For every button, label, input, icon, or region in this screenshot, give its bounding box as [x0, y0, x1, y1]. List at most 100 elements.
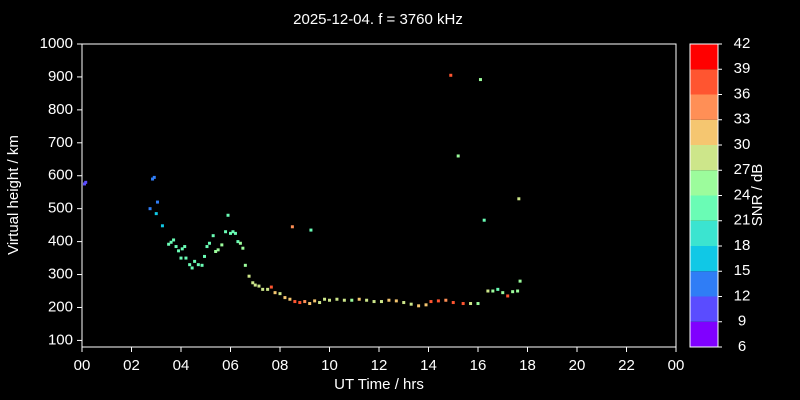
data-point [257, 284, 261, 288]
data-point [169, 240, 173, 244]
data-point [193, 259, 197, 263]
data-point [506, 294, 510, 298]
data-point [148, 207, 152, 211]
data-point [179, 256, 183, 260]
x-tick-label: 08 [272, 357, 289, 374]
y-tick-label: 500 [48, 200, 73, 217]
data-point [183, 245, 187, 249]
data-point [379, 300, 383, 304]
data-point [154, 212, 158, 216]
data-point [82, 182, 86, 186]
data-point [402, 301, 406, 305]
data-point [167, 242, 171, 246]
colorbar-tick-label: 15 [734, 262, 751, 279]
data-point [220, 243, 224, 247]
colorbar-band [690, 296, 718, 322]
data-point [200, 263, 204, 267]
data-point [335, 297, 339, 301]
y-tick-label: 400 [48, 233, 73, 250]
colorbar-tick-label: 36 [734, 85, 751, 102]
x-tick-label: 12 [371, 357, 388, 374]
data-point [196, 263, 200, 267]
x-tick-label: 06 [222, 357, 239, 374]
x-tick-label: 10 [321, 357, 338, 374]
data-point [188, 263, 192, 267]
data-point [517, 197, 521, 201]
data-point [491, 289, 495, 293]
data-point [501, 291, 505, 295]
data-point [214, 249, 218, 253]
y-tick-label: 600 [48, 167, 73, 184]
data-point [394, 299, 398, 303]
colorbar-band [690, 119, 718, 145]
x-tick-label: 00 [74, 357, 91, 374]
x-tick-label: 22 [618, 357, 635, 374]
data-point [461, 302, 465, 306]
x-tick-label: 04 [173, 357, 190, 374]
colorbar-tick-label: 42 [734, 35, 751, 52]
data-point [269, 285, 273, 289]
data-point [229, 231, 232, 235]
data-point [203, 254, 207, 258]
data-point [328, 298, 331, 302]
y-tick-label: 900 [48, 68, 73, 85]
data-point [424, 303, 428, 307]
data-point [160, 224, 164, 228]
data-point [155, 200, 159, 204]
data-point [290, 225, 294, 229]
data-point [298, 301, 302, 305]
colorbar-band [690, 94, 718, 120]
y-tick-label: 100 [48, 331, 73, 348]
data-point [318, 301, 322, 305]
data-point [357, 297, 361, 301]
data-point [216, 248, 220, 252]
data-point [205, 245, 209, 249]
colorbar-tick-label: 33 [734, 111, 751, 128]
data-point [482, 218, 486, 222]
data-point [365, 298, 369, 302]
data-point [261, 287, 265, 291]
data-point [152, 175, 156, 179]
colorbar-tick-label: 18 [734, 237, 751, 254]
data-point [273, 291, 277, 295]
data-point [241, 246, 245, 250]
data-point [342, 298, 346, 302]
x-tick-label: 16 [470, 357, 487, 374]
data-point [288, 297, 292, 301]
data-point [323, 297, 327, 301]
data-point [309, 228, 313, 232]
colorbar-band [690, 145, 718, 171]
colorbar-band [690, 246, 718, 272]
x-tick-label: 18 [519, 357, 536, 374]
data-point [231, 230, 235, 234]
data-point [456, 154, 460, 158]
colorbar-band [690, 44, 718, 70]
data-point [233, 231, 237, 235]
data-point [451, 301, 455, 305]
colorbar-tick-label: 12 [734, 287, 751, 304]
data-point [226, 213, 230, 217]
colorbar-frame [689, 43, 719, 348]
colorbar-tick-label: 21 [734, 212, 751, 229]
colorbar-band [690, 69, 718, 95]
colorbar-band [690, 271, 718, 297]
data-point [511, 290, 515, 294]
data-point [251, 281, 255, 285]
data-point [518, 279, 522, 283]
y-tick-label: 200 [48, 298, 73, 315]
data-point [293, 300, 297, 304]
data-point [469, 302, 473, 306]
data-point [180, 247, 184, 251]
colorbar-tick-label: 9 [738, 313, 746, 330]
x-axis-label: UT Time / hrs [334, 376, 424, 393]
data-point [283, 296, 287, 300]
data-point [313, 299, 317, 303]
colorbar-tick-label: 27 [734, 161, 751, 178]
data-point [278, 292, 282, 296]
data-point [184, 256, 188, 260]
colorbar-tick-label: 39 [734, 60, 751, 77]
data-point [151, 177, 155, 181]
data-point [207, 241, 211, 245]
plot-frame [81, 43, 677, 348]
